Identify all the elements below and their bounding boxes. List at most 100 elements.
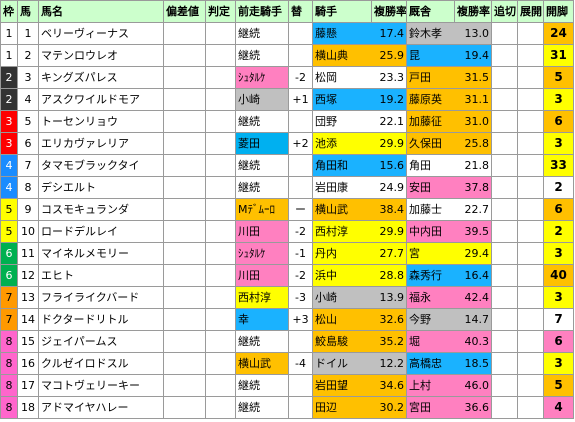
trainer-name: 藤原英 xyxy=(409,93,442,106)
jockey-cell: 小崎 13.9 xyxy=(312,286,407,309)
jockey-change: +1 xyxy=(288,88,313,111)
waku-cell: 1 xyxy=(0,22,18,45)
oikiri-cell xyxy=(491,88,518,111)
trainer-cell: 森秀行 16.4 xyxy=(406,264,492,287)
table-row: 5 9 コスモキュランダ Mﾃﾞﾑｰﾛー横山武 38.4 加藤士 22.7 6 xyxy=(0,198,574,221)
horse-name: ロードデルレイ xyxy=(38,220,164,243)
horse-number: 2 xyxy=(17,44,39,67)
header-name: 馬名 xyxy=(38,0,164,23)
jockey-rate: 13.9 xyxy=(379,291,405,304)
jockey-rate: 28.8 xyxy=(379,269,405,282)
trainer-cell: 中内田 39.5 xyxy=(406,220,492,243)
jockey-change: +3 xyxy=(288,308,313,331)
trainer-split: 角田 21.8 xyxy=(409,156,490,176)
horse-number: 5 xyxy=(17,110,39,133)
jockey-cell: 松山 32.6 xyxy=(312,308,407,331)
trainer-name: 加藤征 xyxy=(409,115,442,128)
waku-cell: 3 xyxy=(0,132,18,155)
jockey-name: 松山 xyxy=(315,313,337,326)
waku-cell: 8 xyxy=(0,374,18,397)
waku-cell: 8 xyxy=(0,352,18,375)
trainer-rate: 25.8 xyxy=(464,137,490,150)
trainer-rate: 14.7 xyxy=(464,313,490,326)
horse-number: 17 xyxy=(17,374,39,397)
header-hantei: 判定 xyxy=(205,0,236,23)
tenkai-cell xyxy=(517,264,544,287)
hantei-cell xyxy=(205,132,236,155)
jockey-rate: 29.9 xyxy=(379,225,405,238)
jockey-rate: 12.2 xyxy=(379,357,405,370)
table-row: 3 6 エリカヴァレリア 菱田 +2 池添 29.9 久保田 25.8 3 xyxy=(0,132,574,155)
jockey-change xyxy=(288,154,313,177)
table-row: 7 13 フライライクバード 西村淳 -3 小崎 13.9 福永 42.4 3 xyxy=(0,286,574,309)
tenkai-cell xyxy=(517,242,544,265)
trainer-rate: 22.7 xyxy=(464,203,490,216)
header-jockey-rate: 複勝率 xyxy=(371,0,407,23)
jockey-name: ドイル xyxy=(315,357,348,370)
kaisai-cell: 24 xyxy=(543,22,574,45)
hantei-cell xyxy=(205,220,236,243)
tenkai-cell xyxy=(517,198,544,221)
hensa-cell xyxy=(163,286,206,309)
hantei-cell xyxy=(205,374,236,397)
jockey-cell: 団野 22.1 xyxy=(312,110,407,133)
horse-number: 18 xyxy=(17,396,39,419)
jockey-split: 団野 22.1 xyxy=(315,112,404,132)
trainer-rate: 13.0 xyxy=(464,27,490,40)
hensa-cell xyxy=(163,242,206,265)
hensa-cell xyxy=(163,154,206,177)
jockey-split: 小崎 13.9 xyxy=(315,288,405,308)
trainer-cell: 安田 37.8 xyxy=(406,176,492,199)
previous-jockey: ｼｭﾀﾙｹ xyxy=(235,66,289,89)
trainer-rate: 18.5 xyxy=(464,357,490,370)
hensa-cell xyxy=(163,22,206,45)
oikiri-cell xyxy=(491,132,518,155)
trainer-name: 久保田 xyxy=(409,137,442,150)
jockey-name: 池添 xyxy=(315,137,337,150)
kaisai-cell: 31 xyxy=(543,44,574,67)
horse-name: コスモキュランダ xyxy=(38,198,164,221)
tenkai-cell xyxy=(517,352,544,375)
trainer-cell: 上村 46.0 xyxy=(406,374,492,397)
trainer-rate: 16.4 xyxy=(464,269,490,282)
tenkai-cell xyxy=(517,44,544,67)
jockey-rate: 23.3 xyxy=(379,71,405,84)
trainer-rate: 21.8 xyxy=(464,159,490,172)
hantei-cell xyxy=(205,176,236,199)
jockey-change: +2 xyxy=(288,132,313,155)
horse-name: ベリーヴィーナス xyxy=(38,22,164,45)
trainer-cell: 角田 21.8 xyxy=(406,154,492,177)
kaisai-cell: 3 xyxy=(543,242,574,265)
waku-cell: 1 xyxy=(0,44,18,67)
hantei-cell xyxy=(205,396,236,419)
trainer-rate: 46.0 xyxy=(464,379,490,392)
jockey-change xyxy=(288,110,313,133)
trainer-split: 加藤征 31.0 xyxy=(409,112,490,132)
kaisai-cell: 6 xyxy=(543,198,574,221)
header-kae: 替 xyxy=(288,0,313,23)
horse-number: 6 xyxy=(17,132,39,155)
jockey-change: -2 xyxy=(288,220,313,243)
trainer-split: 堀 40.3 xyxy=(409,332,489,352)
previous-jockey: 継続 xyxy=(235,44,289,67)
jockey-change: ー xyxy=(288,198,313,221)
hantei-cell xyxy=(205,330,236,353)
jockey-rate: 17.4 xyxy=(379,27,405,40)
jockey-split: 岩田康 24.9 xyxy=(315,178,404,198)
jockey-change xyxy=(288,396,313,419)
jockey-name: 鮫島駿 xyxy=(315,335,348,348)
waku-cell: 3 xyxy=(0,110,18,133)
trainer-name: 福永 xyxy=(409,291,431,304)
jockey-change xyxy=(288,374,313,397)
jockey-cell: 西村淳 29.9 xyxy=(312,220,407,243)
trainer-split: 今野 14.7 xyxy=(409,310,490,330)
oikiri-cell xyxy=(491,176,518,199)
trainer-cell: 堀 40.3 xyxy=(406,330,492,353)
hantei-cell xyxy=(205,88,236,111)
hensa-cell xyxy=(163,352,206,375)
header-waku: 枠 xyxy=(0,0,18,23)
trainer-rate: 31.0 xyxy=(464,115,490,128)
kaisai-cell: 40 xyxy=(543,264,574,287)
